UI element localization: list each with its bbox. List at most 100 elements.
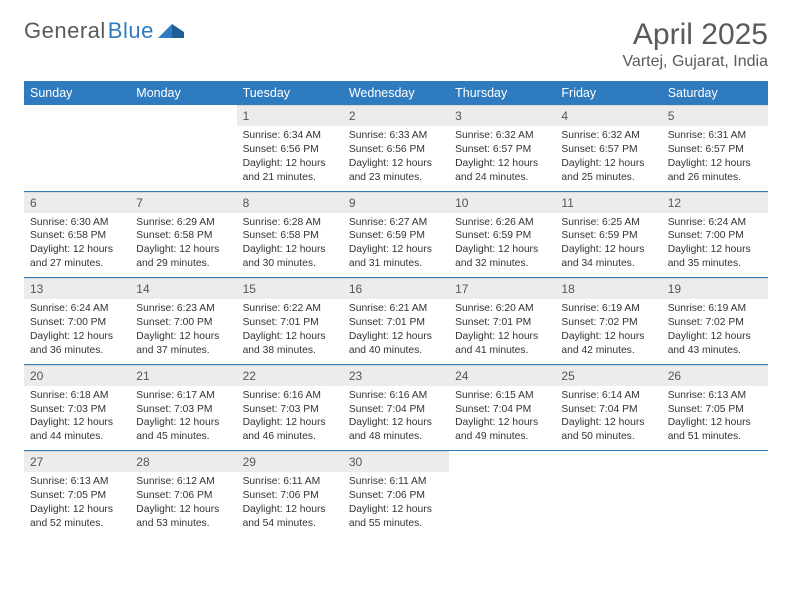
sunset-line: Sunset: 7:05 PM [668,403,762,417]
day-cell: 8Sunrise: 6:28 AMSunset: 6:58 PMDaylight… [237,191,343,278]
sunrise-line: Sunrise: 6:19 AM [668,302,762,316]
sunset-line: Sunset: 6:59 PM [455,229,549,243]
day-cell: 26Sunrise: 6:13 AMSunset: 7:05 PMDayligh… [662,364,768,451]
daylight-line: Daylight: 12 hours and 46 minutes. [243,416,337,444]
day-number: 5 [662,105,768,126]
week-row: 13Sunrise: 6:24 AMSunset: 7:00 PMDayligh… [24,278,768,365]
calendar-page: GeneralBlue April 2025 Vartej, Gujarat, … [0,0,792,537]
sunset-line: Sunset: 6:56 PM [349,143,443,157]
day-number: 19 [662,278,768,299]
day-cell: 11Sunrise: 6:25 AMSunset: 6:59 PMDayligh… [555,191,661,278]
day-details: Sunrise: 6:29 AMSunset: 6:58 PMDaylight:… [130,213,236,278]
daylight-line: Daylight: 12 hours and 44 minutes. [30,416,124,444]
day-number: 26 [662,365,768,386]
day-details: Sunrise: 6:32 AMSunset: 6:57 PMDaylight:… [555,126,661,191]
day-number: 15 [237,278,343,299]
sunset-line: Sunset: 7:06 PM [136,489,230,503]
day-number: 18 [555,278,661,299]
sunset-line: Sunset: 6:58 PM [243,229,337,243]
sunrise-line: Sunrise: 6:24 AM [30,302,124,316]
daylight-line: Daylight: 12 hours and 38 minutes. [243,330,337,358]
day-cell: 21Sunrise: 6:17 AMSunset: 7:03 PMDayligh… [130,364,236,451]
day-details: Sunrise: 6:11 AMSunset: 7:06 PMDaylight:… [343,472,449,537]
sunrise-line: Sunrise: 6:14 AM [561,389,655,403]
logo-mark-icon [158,18,184,44]
day-number: 2 [343,105,449,126]
sunrise-line: Sunrise: 6:27 AM [349,216,443,230]
day-cell: . [449,451,555,537]
sunrise-line: Sunrise: 6:11 AM [243,475,337,489]
daylight-line: Daylight: 12 hours and 25 minutes. [561,157,655,185]
sunrise-line: Sunrise: 6:25 AM [561,216,655,230]
sunset-line: Sunset: 7:01 PM [455,316,549,330]
day-cell: 27Sunrise: 6:13 AMSunset: 7:05 PMDayligh… [24,451,130,537]
dow-wednesday: Wednesday [343,81,449,105]
brand-logo: GeneralBlue [24,18,184,44]
location-subtitle: Vartej, Gujarat, India [622,53,768,71]
sunset-line: Sunset: 7:01 PM [243,316,337,330]
day-details: Sunrise: 6:27 AMSunset: 6:59 PMDaylight:… [343,213,449,278]
day-cell: . [130,105,236,191]
sunset-line: Sunset: 7:00 PM [136,316,230,330]
day-cell: 28Sunrise: 6:12 AMSunset: 7:06 PMDayligh… [130,451,236,537]
day-details: Sunrise: 6:20 AMSunset: 7:01 PMDaylight:… [449,299,555,364]
day-number: 4 [555,105,661,126]
day-number: 20 [24,365,130,386]
sunrise-line: Sunrise: 6:32 AM [561,129,655,143]
day-cell: 29Sunrise: 6:11 AMSunset: 7:06 PMDayligh… [237,451,343,537]
sunrise-line: Sunrise: 6:28 AM [243,216,337,230]
brand-part1: General [24,18,106,44]
sunrise-line: Sunrise: 6:17 AM [136,389,230,403]
sunset-line: Sunset: 6:57 PM [455,143,549,157]
daylight-line: Daylight: 12 hours and 24 minutes. [455,157,549,185]
day-cell: 4Sunrise: 6:32 AMSunset: 6:57 PMDaylight… [555,105,661,191]
day-details: Sunrise: 6:24 AMSunset: 7:00 PMDaylight:… [24,299,130,364]
week-row: 27Sunrise: 6:13 AMSunset: 7:05 PMDayligh… [24,451,768,537]
day-cell: 17Sunrise: 6:20 AMSunset: 7:01 PMDayligh… [449,278,555,365]
day-number: 3 [449,105,555,126]
daylight-line: Daylight: 12 hours and 31 minutes. [349,243,443,271]
day-cell: 12Sunrise: 6:24 AMSunset: 7:00 PMDayligh… [662,191,768,278]
sunset-line: Sunset: 7:04 PM [561,403,655,417]
sunset-line: Sunset: 7:02 PM [668,316,762,330]
sunrise-line: Sunrise: 6:19 AM [561,302,655,316]
sunrise-line: Sunrise: 6:33 AM [349,129,443,143]
day-cell: . [662,451,768,537]
week-row: 20Sunrise: 6:18 AMSunset: 7:03 PMDayligh… [24,364,768,451]
day-details: Sunrise: 6:13 AMSunset: 7:05 PMDaylight:… [24,472,130,537]
day-cell: 9Sunrise: 6:27 AMSunset: 6:59 PMDaylight… [343,191,449,278]
daylight-line: Daylight: 12 hours and 48 minutes. [349,416,443,444]
dow-friday: Friday [555,81,661,105]
day-number: 10 [449,192,555,213]
day-number: 21 [130,365,236,386]
brand-part2: Blue [108,18,154,44]
sunset-line: Sunset: 7:05 PM [30,489,124,503]
day-cell: 23Sunrise: 6:16 AMSunset: 7:04 PMDayligh… [343,364,449,451]
day-cell: 10Sunrise: 6:26 AMSunset: 6:59 PMDayligh… [449,191,555,278]
sunset-line: Sunset: 6:59 PM [349,229,443,243]
daylight-line: Daylight: 12 hours and 29 minutes. [136,243,230,271]
day-cell: 16Sunrise: 6:21 AMSunset: 7:01 PMDayligh… [343,278,449,365]
sunset-line: Sunset: 7:02 PM [561,316,655,330]
sunrise-line: Sunrise: 6:26 AM [455,216,549,230]
sunrise-line: Sunrise: 6:13 AM [668,389,762,403]
day-cell: 6Sunrise: 6:30 AMSunset: 6:58 PMDaylight… [24,191,130,278]
dow-sunday: Sunday [24,81,130,105]
daylight-line: Daylight: 12 hours and 42 minutes. [561,330,655,358]
sunset-line: Sunset: 6:57 PM [668,143,762,157]
day-details: Sunrise: 6:17 AMSunset: 7:03 PMDaylight:… [130,386,236,451]
day-cell: 30Sunrise: 6:11 AMSunset: 7:06 PMDayligh… [343,451,449,537]
daylight-line: Daylight: 12 hours and 52 minutes. [30,503,124,531]
sunrise-line: Sunrise: 6:22 AM [243,302,337,316]
day-number: 16 [343,278,449,299]
day-details: Sunrise: 6:32 AMSunset: 6:57 PMDaylight:… [449,126,555,191]
day-details: Sunrise: 6:34 AMSunset: 6:56 PMDaylight:… [237,126,343,191]
sunset-line: Sunset: 6:58 PM [136,229,230,243]
dow-tuesday: Tuesday [237,81,343,105]
week-row: ..1Sunrise: 6:34 AMSunset: 6:56 PMDaylig… [24,105,768,191]
daylight-line: Daylight: 12 hours and 53 minutes. [136,503,230,531]
day-number: 14 [130,278,236,299]
daylight-line: Daylight: 12 hours and 40 minutes. [349,330,443,358]
sunset-line: Sunset: 7:00 PM [30,316,124,330]
sunrise-line: Sunrise: 6:21 AM [349,302,443,316]
